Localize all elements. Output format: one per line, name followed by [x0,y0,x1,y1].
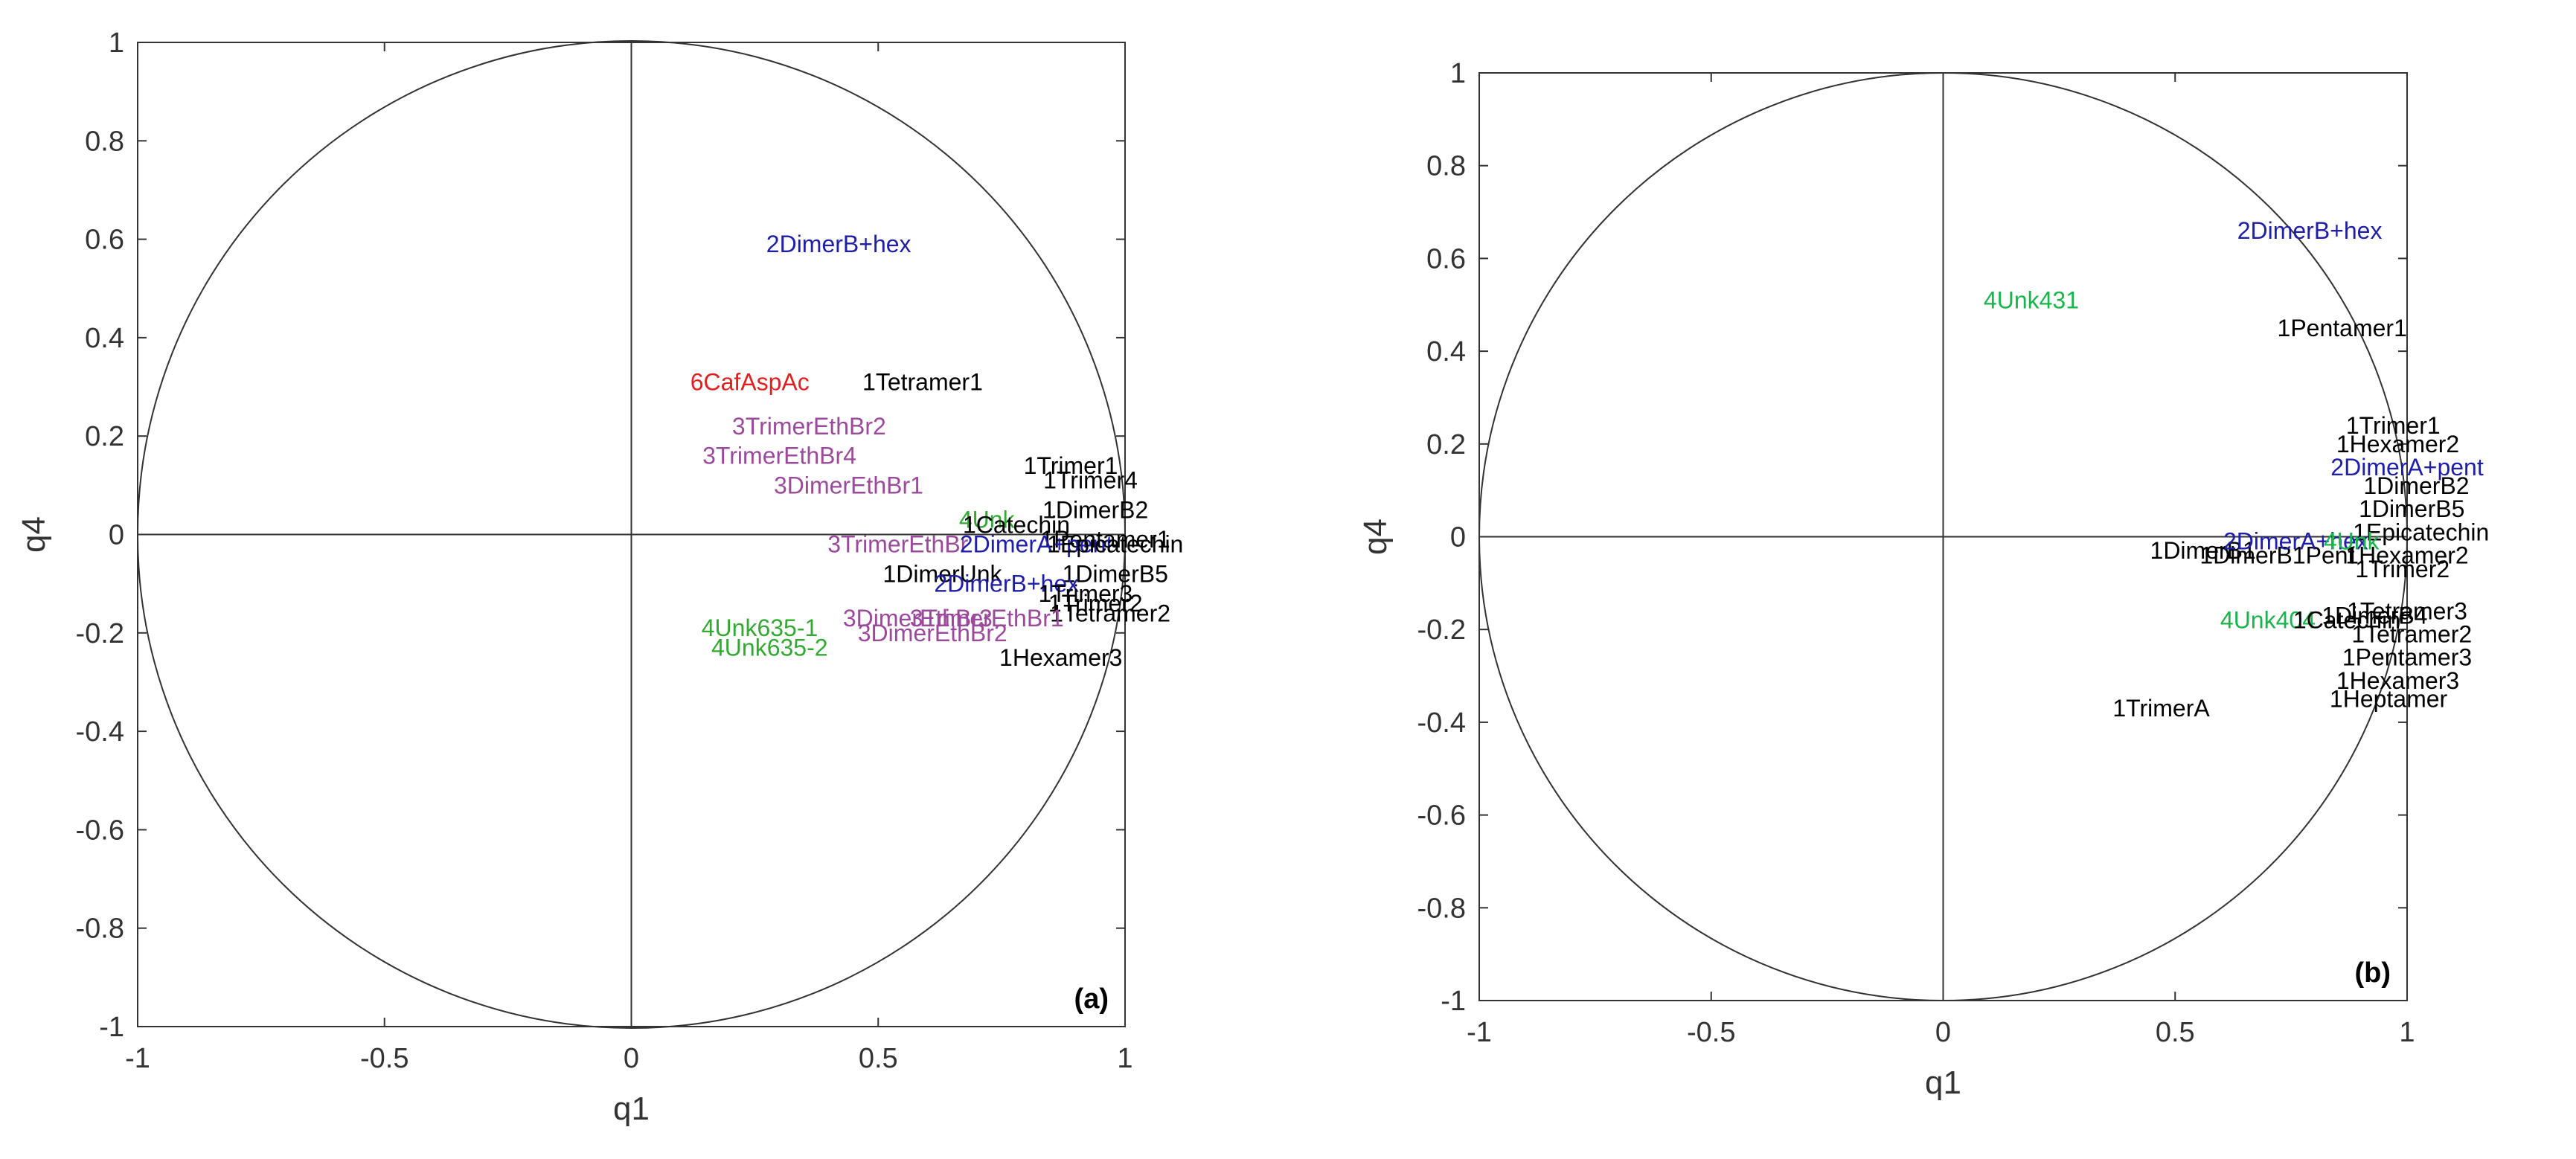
point-label: 2DimerA+pent [960,531,1113,558]
point-label: 3TrimerEthBr2 [732,413,886,440]
x-tick-label: 0.5 [859,1043,898,1074]
y-tick-label: -0.6 [1417,800,1466,832]
x-tick-label: 0.5 [2156,1017,2195,1048]
y-tick-label: 0.2 [85,421,124,452]
point-label: 1Hexamer3 [999,644,1122,671]
point-label: 4Unk431 [1984,287,2079,314]
point-label: 3TrimerEthBr [827,531,968,558]
point-label: 4Unk [2324,528,2380,555]
x-axis-label: q1 [1925,1065,1961,1101]
point-label: 1Trimer3 [1039,580,1133,607]
point-label: 1DimerUnk [882,560,1002,587]
point-label: 2DimerA+pent [2330,454,2484,481]
y-tick-label: -0.8 [76,914,124,945]
point-label: 4Unk404 [2220,607,2316,634]
point-label: 2DimerA+hex [2223,528,2368,555]
point-label: 1Tetramer3 [2347,597,2467,624]
point-label: 1DimerB2 [2363,472,2469,499]
y-tick-label: 0.8 [85,126,124,157]
x-tick-label: -1 [125,1043,150,1074]
y-tick-label: 0 [109,520,124,551]
point-label: 1Tetramer2 [2351,620,2472,647]
point-label: 1Trimer1 [2346,412,2441,439]
y-axis-label: q4 [1357,518,1394,555]
point-label: 3DimerEthBr3 [843,605,993,632]
y-tick-label: 0.6 [1426,243,1466,274]
point-label: 4Unk [959,507,1016,533]
point-label: 1Hexamer3 [2336,667,2459,694]
point-label: 1Catechin [2293,607,2400,634]
point-label: 2DimerB+hex [2237,217,2383,244]
point-label: 1DimerB5 [1063,560,1168,587]
y-tick-label: -0.4 [1417,707,1466,739]
panel-a: -1 -0.5 0 0.5 1 -1 -0.8 -0.6 -0.4 -0.2 0 0.2 0.4 0.6 0… [16,28,1183,1127]
y-tick-label: -0.6 [76,815,124,846]
point-label: 1Hexamer2 [2345,542,2468,568]
x-tick-label: -0.5 [360,1043,408,1074]
y-tick-label: 0.6 [85,225,124,256]
point-label: 1Tetramer1 [862,368,983,395]
point-label: 6CafAspAc [691,368,810,395]
point-label: 2DimerB+hex [934,571,1079,597]
y-tick-label: -0.4 [76,716,124,748]
point-label: 1Epicatechin [2353,518,2489,545]
y-tick-label: -0.2 [1417,614,1466,646]
x-tick-label: -1 [1467,1017,1492,1048]
x-tick-label: 1 [1117,1043,1132,1074]
y-tick-label: 0 [1450,522,1466,553]
x-axis-label: q1 [613,1091,650,1127]
point-label: 3DimerEthBr2 [858,620,1007,646]
point-label: 1Trimer2 [1048,590,1143,617]
point-label: 1DimerB1 [2150,537,2256,564]
point-label: 4Unk635-2 [711,635,828,661]
point-label: 1DimerB5 [2359,495,2464,522]
point-label: 3TrimerEthBr4 [702,443,856,469]
point-label: 1Catechin [963,511,1070,538]
x-tick-label: 0 [1935,1017,1951,1048]
y-tick-label: 0.2 [1426,429,1466,460]
point-label: 1DimerB4 [2322,602,2427,629]
panel-tag: (a) [1074,983,1109,1015]
y-tick-label: 1 [109,28,124,59]
y-tick-label: 0.4 [85,323,124,354]
point-label: 1Pentamer3 [2342,644,2472,671]
x-tick-label: 0 [624,1043,639,1074]
y-tick-label: -1 [99,1012,124,1043]
point-label: 2DimerB+hex [766,231,911,257]
point-label: 4Unk635-1 [702,614,818,641]
x-tick-label: -0.5 [1687,1017,1735,1048]
point-label: 1DimerB2 [1042,496,1148,523]
y-tick-label: -1 [1441,986,1466,1017]
y-tick-label: 1 [1450,58,1466,89]
y-tick-label: 0.8 [1426,151,1466,182]
panel-tag: (b) [2354,957,2391,989]
point-label: 1Pentamer1 [2278,315,2407,341]
point-label: 1Heptamer [2330,686,2448,713]
y-tick-label: -0.2 [76,618,124,649]
point-label: 1Pentamer1 [1040,526,1170,553]
point-label: 1Epicatechin [1047,531,1183,558]
point-label: 1Tetramer2 [1050,600,1170,626]
point-label: 1Trimer2 [2355,556,2450,582]
point-label: 1Hexamer2 [2336,431,2459,458]
point-label: 1DimerB1Pent [2199,542,2354,568]
point-label: 1Trimer1 [1024,452,1118,479]
x-tick-label: 1 [2399,1017,2415,1048]
y-tick-label: -0.8 [1417,893,1466,924]
point-label: 1Trimer4 [1043,467,1138,494]
panel-b: -1 -0.5 0 0.5 1 -1 -0.8 -0.6 -0.4 -0.2 0 0.2 0.4 0.6 0… [1357,58,2489,1101]
point-label: 3DimerEthBr1 [774,472,923,498]
y-tick-label: 0.4 [1426,336,1466,367]
point-label: 1TrimerA [2112,695,2210,722]
point-label: 3TrimerEthBr1 [910,605,1064,632]
y-axis-label: q4 [16,516,52,553]
